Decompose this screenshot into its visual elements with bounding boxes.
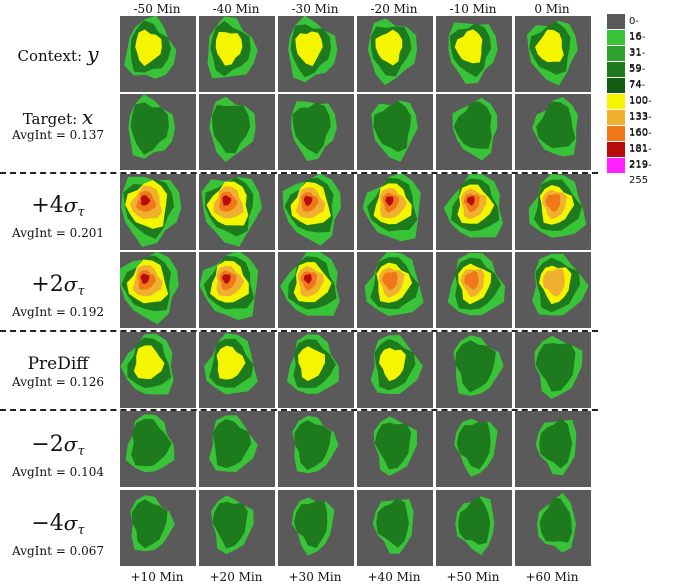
radar-frame-plus4-3 bbox=[278, 174, 354, 250]
tau-subscript: τ bbox=[77, 205, 84, 220]
plus4-avgint: AvgInt = 0.201 bbox=[0, 226, 116, 240]
bottom-time-label: +40 Min bbox=[355, 570, 433, 584]
radar-frame-plus2-3 bbox=[278, 252, 354, 328]
bottom-time-label: +50 Min bbox=[434, 570, 512, 584]
radar-frame-minus4-2 bbox=[199, 490, 275, 566]
radar-frame-context-4 bbox=[357, 16, 433, 92]
context-label: Context: bbox=[17, 47, 82, 65]
legend-swatch bbox=[607, 158, 625, 173]
radar-frame-minus2-3 bbox=[278, 411, 354, 487]
radar-frame-minus4-4 bbox=[357, 490, 433, 566]
radar-frame-context-2 bbox=[199, 16, 275, 92]
top-time-label: 0 Min bbox=[513, 2, 591, 16]
legend-swatch bbox=[607, 46, 625, 61]
legend-swatch bbox=[607, 142, 625, 157]
top-time-label: -10 Min bbox=[434, 2, 512, 16]
sigma-symbol: σ bbox=[64, 511, 78, 535]
radar-frame-plus4-2 bbox=[199, 174, 275, 250]
row-label-minus4: −4στ AvgInt = 0.067 bbox=[0, 510, 116, 558]
radar-frame-minus2-4 bbox=[357, 411, 433, 487]
legend-swatch bbox=[607, 126, 625, 141]
target-symbol: x bbox=[82, 105, 93, 129]
radar-frame-target-4 bbox=[357, 94, 433, 170]
legend-swatch bbox=[607, 78, 625, 93]
legend-swatch bbox=[607, 14, 625, 29]
minus2-avgint: AvgInt = 0.104 bbox=[0, 465, 116, 479]
prediff-label: PreDiff bbox=[0, 353, 116, 375]
radar-frame-plus4-5 bbox=[436, 174, 512, 250]
tau-subscript: τ bbox=[77, 284, 84, 299]
target-avgint: AvgInt = 0.137 bbox=[0, 128, 116, 142]
radar-frame-plus4-4 bbox=[357, 174, 433, 250]
radar-frame-plus2-2 bbox=[199, 252, 275, 328]
radar-frame-plus4-1 bbox=[120, 174, 196, 250]
radar-frame-target-6 bbox=[515, 94, 591, 170]
radar-frame-target-2 bbox=[199, 94, 275, 170]
bottom-time-label: +60 Min bbox=[513, 570, 591, 584]
radar-frame-target-1 bbox=[120, 94, 196, 170]
tau-subscript: τ bbox=[77, 444, 84, 459]
radar-frame-plus4-6 bbox=[515, 174, 591, 250]
radar-frame-plus2-5 bbox=[436, 252, 512, 328]
legend-swatch bbox=[607, 30, 625, 45]
row-label-plus2: +2στ AvgInt = 0.192 bbox=[0, 271, 116, 319]
radar-frame-minus2-5 bbox=[436, 411, 512, 487]
radar-frame-prediff-1 bbox=[120, 332, 196, 408]
radar-frame-minus4-1 bbox=[120, 490, 196, 566]
target-label: Target: bbox=[23, 110, 78, 128]
radar-frame-minus2-1 bbox=[120, 411, 196, 487]
bottom-time-label: +20 Min bbox=[197, 570, 275, 584]
plus2-avgint: AvgInt = 0.192 bbox=[0, 305, 116, 319]
bottom-time-label: +10 Min bbox=[118, 570, 196, 584]
tau-subscript: τ bbox=[77, 523, 84, 538]
minus2-coef: −2 bbox=[31, 432, 63, 457]
top-time-label: -40 Min bbox=[197, 2, 275, 16]
radar-frame-prediff-4 bbox=[357, 332, 433, 408]
radar-frame-prediff-5 bbox=[436, 332, 512, 408]
legend-range: 219-255 bbox=[629, 158, 652, 188]
radar-frame-context-5 bbox=[436, 16, 512, 92]
radar-frame-minus2-2 bbox=[199, 411, 275, 487]
row-label-prediff: PreDiff AvgInt = 0.126 bbox=[0, 353, 116, 389]
top-time-label: -20 Min bbox=[355, 2, 433, 16]
top-time-label: -30 Min bbox=[276, 2, 354, 16]
radar-frame-minus4-5 bbox=[436, 490, 512, 566]
legend-swatch bbox=[607, 110, 625, 125]
radar-frame-plus2-6 bbox=[515, 252, 591, 328]
radar-frame-context-3 bbox=[278, 16, 354, 92]
radar-frame-target-3 bbox=[278, 94, 354, 170]
prediff-avgint: AvgInt = 0.126 bbox=[0, 375, 116, 389]
legend-swatch bbox=[607, 94, 625, 109]
radar-frame-plus2-1 bbox=[120, 252, 196, 328]
radar-frame-context-6 bbox=[515, 16, 591, 92]
top-time-label: -50 Min bbox=[118, 2, 196, 16]
row-label-minus2: −2στ AvgInt = 0.104 bbox=[0, 431, 116, 479]
radar-frame-prediff-3 bbox=[278, 332, 354, 408]
row-label-target: Target: x AvgInt = 0.137 bbox=[0, 108, 116, 142]
radar-frame-target-5 bbox=[436, 94, 512, 170]
radar-frame-plus2-4 bbox=[357, 252, 433, 328]
radar-frame-prediff-6 bbox=[515, 332, 591, 408]
sigma-symbol: σ bbox=[64, 193, 78, 217]
radar-frame-minus4-3 bbox=[278, 490, 354, 566]
radar-frame-prediff-2 bbox=[199, 332, 275, 408]
radar-frame-minus2-6 bbox=[515, 411, 591, 487]
row-label-plus4: +4στ AvgInt = 0.201 bbox=[0, 192, 116, 240]
radar-frame-context-1 bbox=[120, 16, 196, 92]
plus4-coef: +4 bbox=[31, 193, 63, 218]
prediff-knowledge-control-figure: -50 Min -40 Min -30 Min -20 Min -10 Min … bbox=[0, 0, 687, 586]
minus4-coef: −4 bbox=[31, 511, 63, 536]
context-symbol: y bbox=[87, 42, 98, 66]
radar-frame-minus4-6 bbox=[515, 490, 591, 566]
minus4-avgint: AvgInt = 0.067 bbox=[0, 544, 116, 558]
bottom-time-label: +30 Min bbox=[276, 570, 354, 584]
legend-swatch bbox=[607, 62, 625, 77]
row-label-context: Context: y bbox=[0, 42, 116, 66]
sigma-symbol: σ bbox=[64, 272, 78, 296]
plus2-coef: +2 bbox=[31, 272, 63, 297]
sigma-symbol: σ bbox=[64, 432, 78, 456]
